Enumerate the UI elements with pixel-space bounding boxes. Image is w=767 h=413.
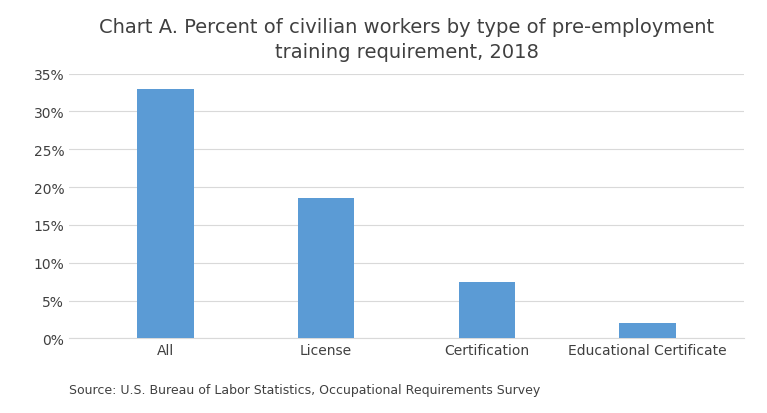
Text: Source: U.S. Bureau of Labor Statistics, Occupational Requirements Survey: Source: U.S. Bureau of Labor Statistics,… [69,384,540,396]
Bar [620,323,676,339]
Bar [459,282,515,339]
Bar [137,90,193,339]
Title: Chart A. Percent of civilian workers by type of pre-employment
training requirem: Chart A. Percent of civilian workers by … [99,18,714,62]
Bar [298,199,354,339]
